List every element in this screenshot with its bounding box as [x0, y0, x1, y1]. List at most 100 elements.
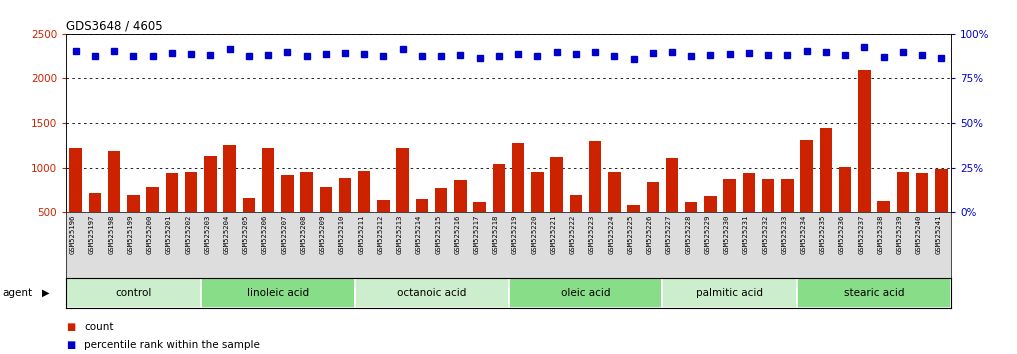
- Text: GSM525230: GSM525230: [724, 215, 730, 254]
- Text: GSM525226: GSM525226: [647, 215, 653, 254]
- Bar: [66, 278, 200, 308]
- Text: oleic acid: oleic acid: [560, 288, 610, 298]
- Bar: [878, 201, 890, 212]
- Bar: [550, 158, 562, 212]
- Bar: [127, 195, 139, 212]
- Text: palmitic acid: palmitic acid: [697, 288, 763, 298]
- Text: GSM525205: GSM525205: [243, 215, 249, 254]
- Text: GSM525208: GSM525208: [301, 215, 306, 254]
- Text: GSM525234: GSM525234: [800, 215, 806, 254]
- Text: stearic acid: stearic acid: [844, 288, 904, 298]
- Bar: [243, 198, 255, 212]
- Text: linoleic acid: linoleic acid: [247, 288, 309, 298]
- Bar: [531, 172, 544, 212]
- Text: GSM525198: GSM525198: [108, 215, 114, 254]
- Text: GSM525206: GSM525206: [262, 215, 268, 254]
- Bar: [608, 172, 620, 212]
- Text: GSM525231: GSM525231: [743, 215, 749, 254]
- Bar: [800, 141, 813, 212]
- Bar: [666, 158, 678, 212]
- Text: GSM525204: GSM525204: [224, 215, 230, 254]
- Bar: [281, 175, 294, 212]
- Bar: [355, 278, 508, 308]
- Bar: [797, 278, 951, 308]
- Text: GSM525200: GSM525200: [146, 215, 153, 254]
- Text: GSM525221: GSM525221: [550, 215, 556, 254]
- Bar: [704, 196, 717, 212]
- Text: GDS3648 / 4605: GDS3648 / 4605: [66, 19, 163, 33]
- Bar: [69, 148, 82, 212]
- Text: percentile rank within the sample: percentile rank within the sample: [84, 340, 260, 350]
- Bar: [762, 179, 774, 212]
- Text: GSM525233: GSM525233: [781, 215, 787, 254]
- Text: GSM525213: GSM525213: [397, 215, 403, 254]
- Text: GSM525214: GSM525214: [416, 215, 422, 254]
- Bar: [820, 129, 832, 212]
- Text: octanoic acid: octanoic acid: [397, 288, 466, 298]
- Bar: [88, 193, 102, 212]
- Text: ▶: ▶: [42, 288, 49, 298]
- Bar: [319, 187, 332, 212]
- Bar: [662, 278, 797, 308]
- Bar: [858, 70, 871, 212]
- Bar: [647, 182, 659, 212]
- Text: GSM525239: GSM525239: [897, 215, 903, 254]
- Bar: [723, 179, 736, 212]
- Text: GSM525216: GSM525216: [455, 215, 461, 254]
- Bar: [204, 156, 217, 212]
- Text: GSM525196: GSM525196: [70, 215, 75, 254]
- Text: agent: agent: [2, 288, 33, 298]
- Bar: [435, 188, 447, 212]
- Text: GSM525225: GSM525225: [627, 215, 634, 254]
- Text: GSM525240: GSM525240: [916, 215, 922, 254]
- Bar: [397, 148, 409, 212]
- Bar: [200, 278, 355, 308]
- Text: ■: ■: [66, 340, 75, 350]
- Text: GSM525211: GSM525211: [358, 215, 364, 254]
- Text: GSM525223: GSM525223: [589, 215, 595, 254]
- Bar: [492, 164, 505, 212]
- Bar: [146, 187, 159, 212]
- Text: GSM525212: GSM525212: [377, 215, 383, 254]
- Text: GSM525217: GSM525217: [474, 215, 480, 254]
- Text: GSM525241: GSM525241: [936, 215, 942, 254]
- Text: GSM525222: GSM525222: [570, 215, 576, 254]
- Bar: [685, 202, 698, 212]
- Text: GSM525203: GSM525203: [204, 215, 211, 254]
- Text: GSM525232: GSM525232: [762, 215, 768, 254]
- Bar: [300, 172, 313, 212]
- Bar: [589, 141, 601, 212]
- Bar: [224, 145, 236, 212]
- Text: GSM525202: GSM525202: [185, 215, 191, 254]
- Text: ■: ■: [66, 322, 75, 332]
- Text: GSM525201: GSM525201: [166, 215, 172, 254]
- Text: GSM525227: GSM525227: [666, 215, 672, 254]
- Bar: [185, 172, 197, 212]
- Bar: [935, 170, 948, 212]
- Text: GSM525224: GSM525224: [608, 215, 614, 254]
- Text: GSM525210: GSM525210: [339, 215, 345, 254]
- Text: GSM525228: GSM525228: [685, 215, 692, 254]
- Text: GSM525209: GSM525209: [319, 215, 325, 254]
- Bar: [781, 179, 793, 212]
- Bar: [897, 172, 909, 212]
- Bar: [915, 173, 929, 212]
- Bar: [473, 202, 486, 212]
- Bar: [108, 151, 120, 212]
- Bar: [570, 195, 582, 212]
- Bar: [508, 278, 662, 308]
- Text: GSM525218: GSM525218: [493, 215, 499, 254]
- Text: GSM525219: GSM525219: [513, 215, 518, 254]
- Bar: [627, 205, 640, 212]
- Bar: [455, 180, 467, 212]
- Text: GSM525235: GSM525235: [820, 215, 826, 254]
- Bar: [166, 173, 178, 212]
- Bar: [377, 200, 390, 212]
- Bar: [358, 171, 370, 212]
- Bar: [339, 178, 351, 212]
- Text: control: control: [115, 288, 152, 298]
- Text: GSM525229: GSM525229: [705, 215, 711, 254]
- Bar: [512, 143, 525, 212]
- Bar: [416, 199, 428, 212]
- Bar: [742, 173, 756, 212]
